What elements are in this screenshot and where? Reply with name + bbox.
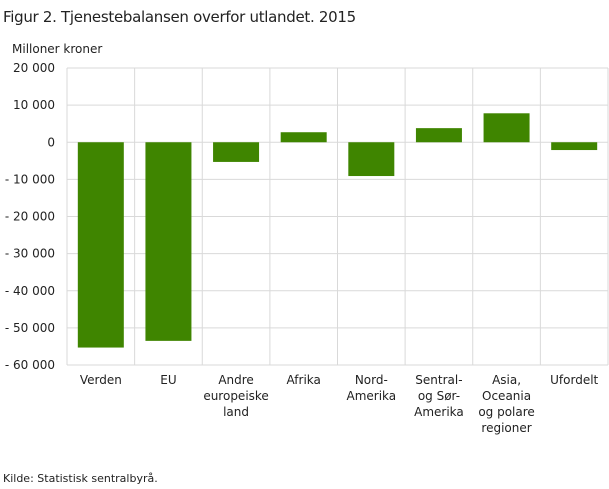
- y-tick-label: 20 000: [13, 61, 55, 75]
- y-tick-label: 10 000: [13, 98, 55, 112]
- bar: [145, 142, 192, 341]
- y-tick-label: - 10 000: [5, 172, 55, 186]
- chart-title: Figur 2. Tjenestebalansen overfor utland…: [3, 8, 356, 26]
- y-tick-label: 0: [47, 135, 55, 149]
- y-tick-label: - 50 000: [5, 321, 55, 335]
- y-axis-label: Milloner kroner: [12, 42, 103, 56]
- x-tick-label: Afrika: [287, 373, 321, 387]
- y-tick-label: - 30 000: [5, 247, 55, 261]
- bar: [348, 142, 395, 177]
- bar: [551, 142, 598, 151]
- x-tick-label: Andre europeiske land: [203, 373, 269, 419]
- x-tick-label: Sentral-og Sør-Amerika: [414, 373, 464, 419]
- y-tick-label: - 20 000: [5, 210, 55, 224]
- bar: [213, 142, 260, 162]
- x-tick-label: Nord-Amerika: [346, 373, 396, 403]
- y-tick-label: - 40 000: [5, 284, 55, 298]
- x-tick-label: EU: [160, 373, 176, 387]
- bar: [77, 142, 124, 348]
- bar: [483, 113, 530, 143]
- x-tick-label: Verden: [80, 373, 122, 387]
- y-tick-label: - 60 000: [5, 358, 55, 372]
- source-note: Kilde: Statistisk sentralbyrå.: [3, 472, 158, 485]
- bar-chart: 20 000 10 000 0 - 10 000 - 20 000 - 30 000 - 4…: [5, 61, 609, 435]
- bar: [415, 128, 462, 143]
- bar: [280, 132, 327, 143]
- x-tick-label: Ufordelt: [550, 373, 598, 387]
- x-tick-label: Asia, Oceania og polare regioner: [478, 373, 534, 435]
